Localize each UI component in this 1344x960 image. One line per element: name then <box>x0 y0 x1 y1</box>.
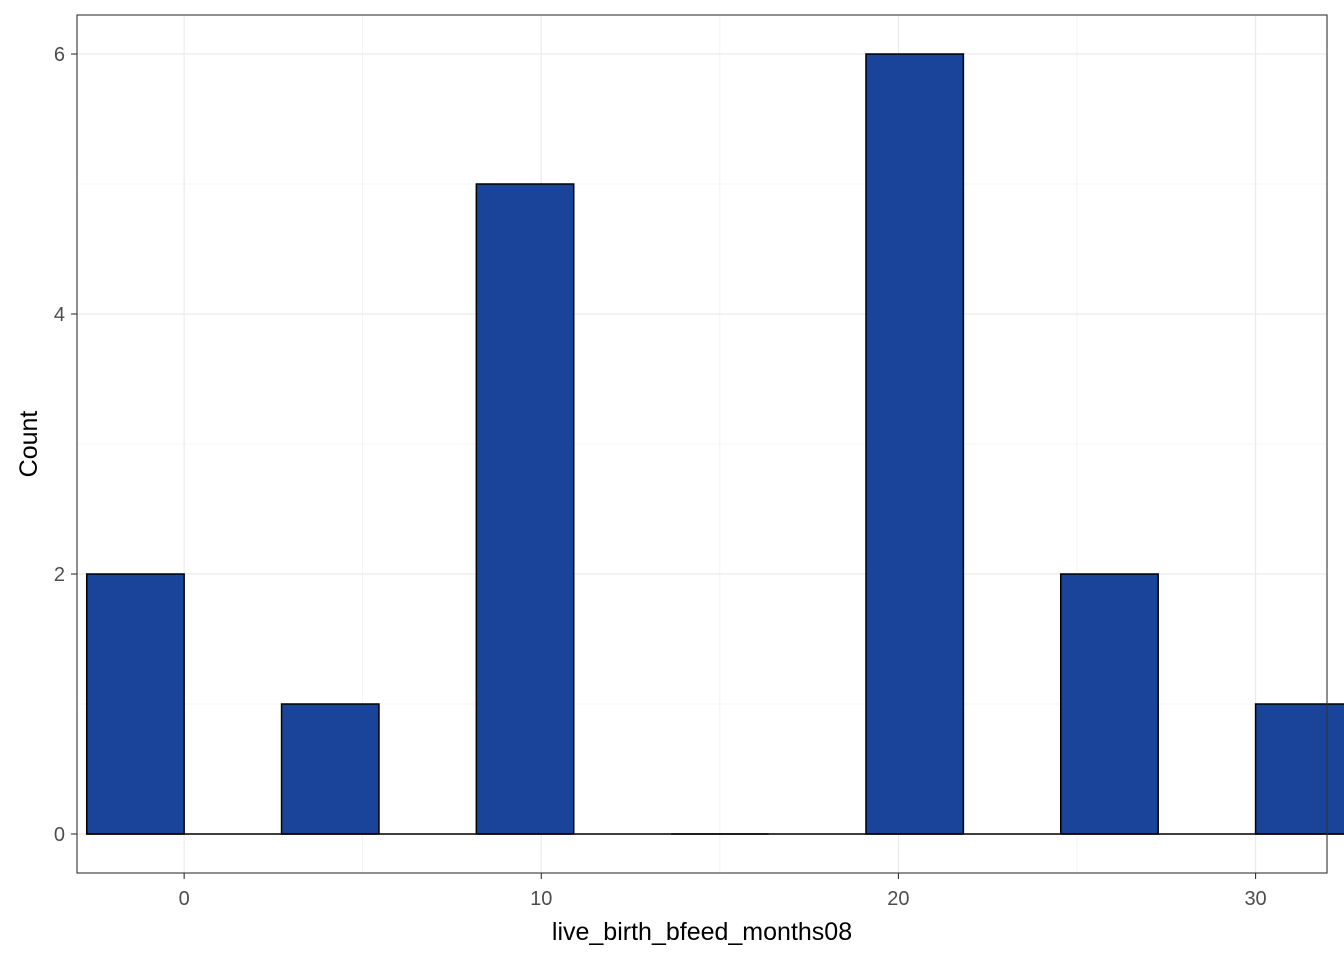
x-tick-label: 30 <box>1244 888 1266 910</box>
x-tick-label: 10 <box>530 888 552 910</box>
histogram-bars <box>85 53 1344 835</box>
histogram-bar <box>1060 573 1159 835</box>
x-axis-title: live_birth_bfeed_months08 <box>552 918 852 946</box>
y-axis-ticks: 0 2 4 6 <box>54 44 77 846</box>
x-tick-label: 20 <box>887 888 909 910</box>
y-tick-label: 0 <box>54 824 65 846</box>
y-tick-label: 2 <box>54 564 65 586</box>
y-axis-title: Count <box>15 411 43 478</box>
histogram-bar <box>85 573 185 835</box>
histogram-bar <box>1254 703 1344 835</box>
panel-border <box>76 14 1328 874</box>
x-tick-label: 0 <box>179 888 190 910</box>
y-tick-label: 4 <box>54 304 65 326</box>
histogram-bar <box>865 53 965 835</box>
histogram-bar <box>475 183 575 835</box>
y-tick-label: 6 <box>54 44 65 66</box>
x-axis-ticks: 0 10 20 30 <box>179 873 1267 910</box>
histogram-bar <box>280 703 380 835</box>
